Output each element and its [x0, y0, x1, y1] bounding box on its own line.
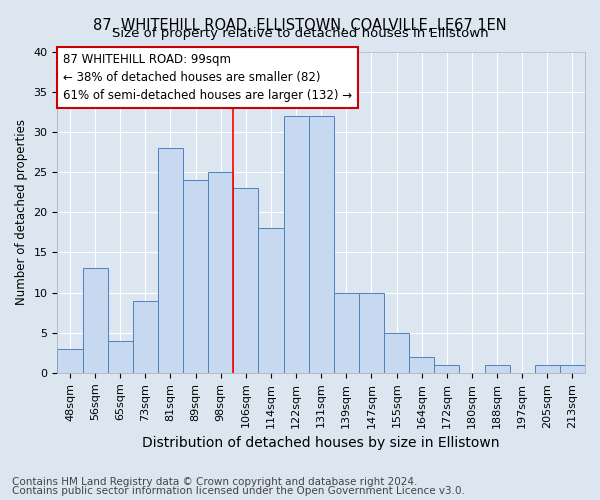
Text: Contains public sector information licensed under the Open Government Licence v3: Contains public sector information licen…	[12, 486, 465, 496]
Bar	[334, 292, 359, 373]
Bar	[183, 180, 208, 373]
Bar	[107, 341, 133, 373]
Bar	[133, 300, 158, 373]
Text: Size of property relative to detached houses in Ellistown: Size of property relative to detached ho…	[112, 28, 488, 40]
Bar	[208, 172, 233, 373]
Bar	[384, 333, 409, 373]
Bar	[284, 116, 308, 373]
Text: 87 WHITEHILL ROAD: 99sqm
← 38% of detached houses are smaller (82)
61% of semi-d: 87 WHITEHILL ROAD: 99sqm ← 38% of detach…	[62, 53, 352, 102]
Bar	[485, 365, 509, 373]
Bar	[259, 228, 284, 373]
Y-axis label: Number of detached properties: Number of detached properties	[15, 119, 28, 305]
Text: 87, WHITEHILL ROAD, ELLISTOWN, COALVILLE, LE67 1EN: 87, WHITEHILL ROAD, ELLISTOWN, COALVILLE…	[93, 18, 507, 32]
Bar	[560, 365, 585, 373]
Bar	[535, 365, 560, 373]
Text: Contains HM Land Registry data © Crown copyright and database right 2024.: Contains HM Land Registry data © Crown c…	[12, 477, 418, 487]
Bar	[233, 188, 259, 373]
Bar	[409, 357, 434, 373]
Bar	[58, 349, 83, 373]
X-axis label: Distribution of detached houses by size in Ellistown: Distribution of detached houses by size …	[142, 436, 500, 450]
Bar	[158, 148, 183, 373]
Bar	[434, 365, 460, 373]
Bar	[359, 292, 384, 373]
Bar	[83, 268, 107, 373]
Bar	[308, 116, 334, 373]
